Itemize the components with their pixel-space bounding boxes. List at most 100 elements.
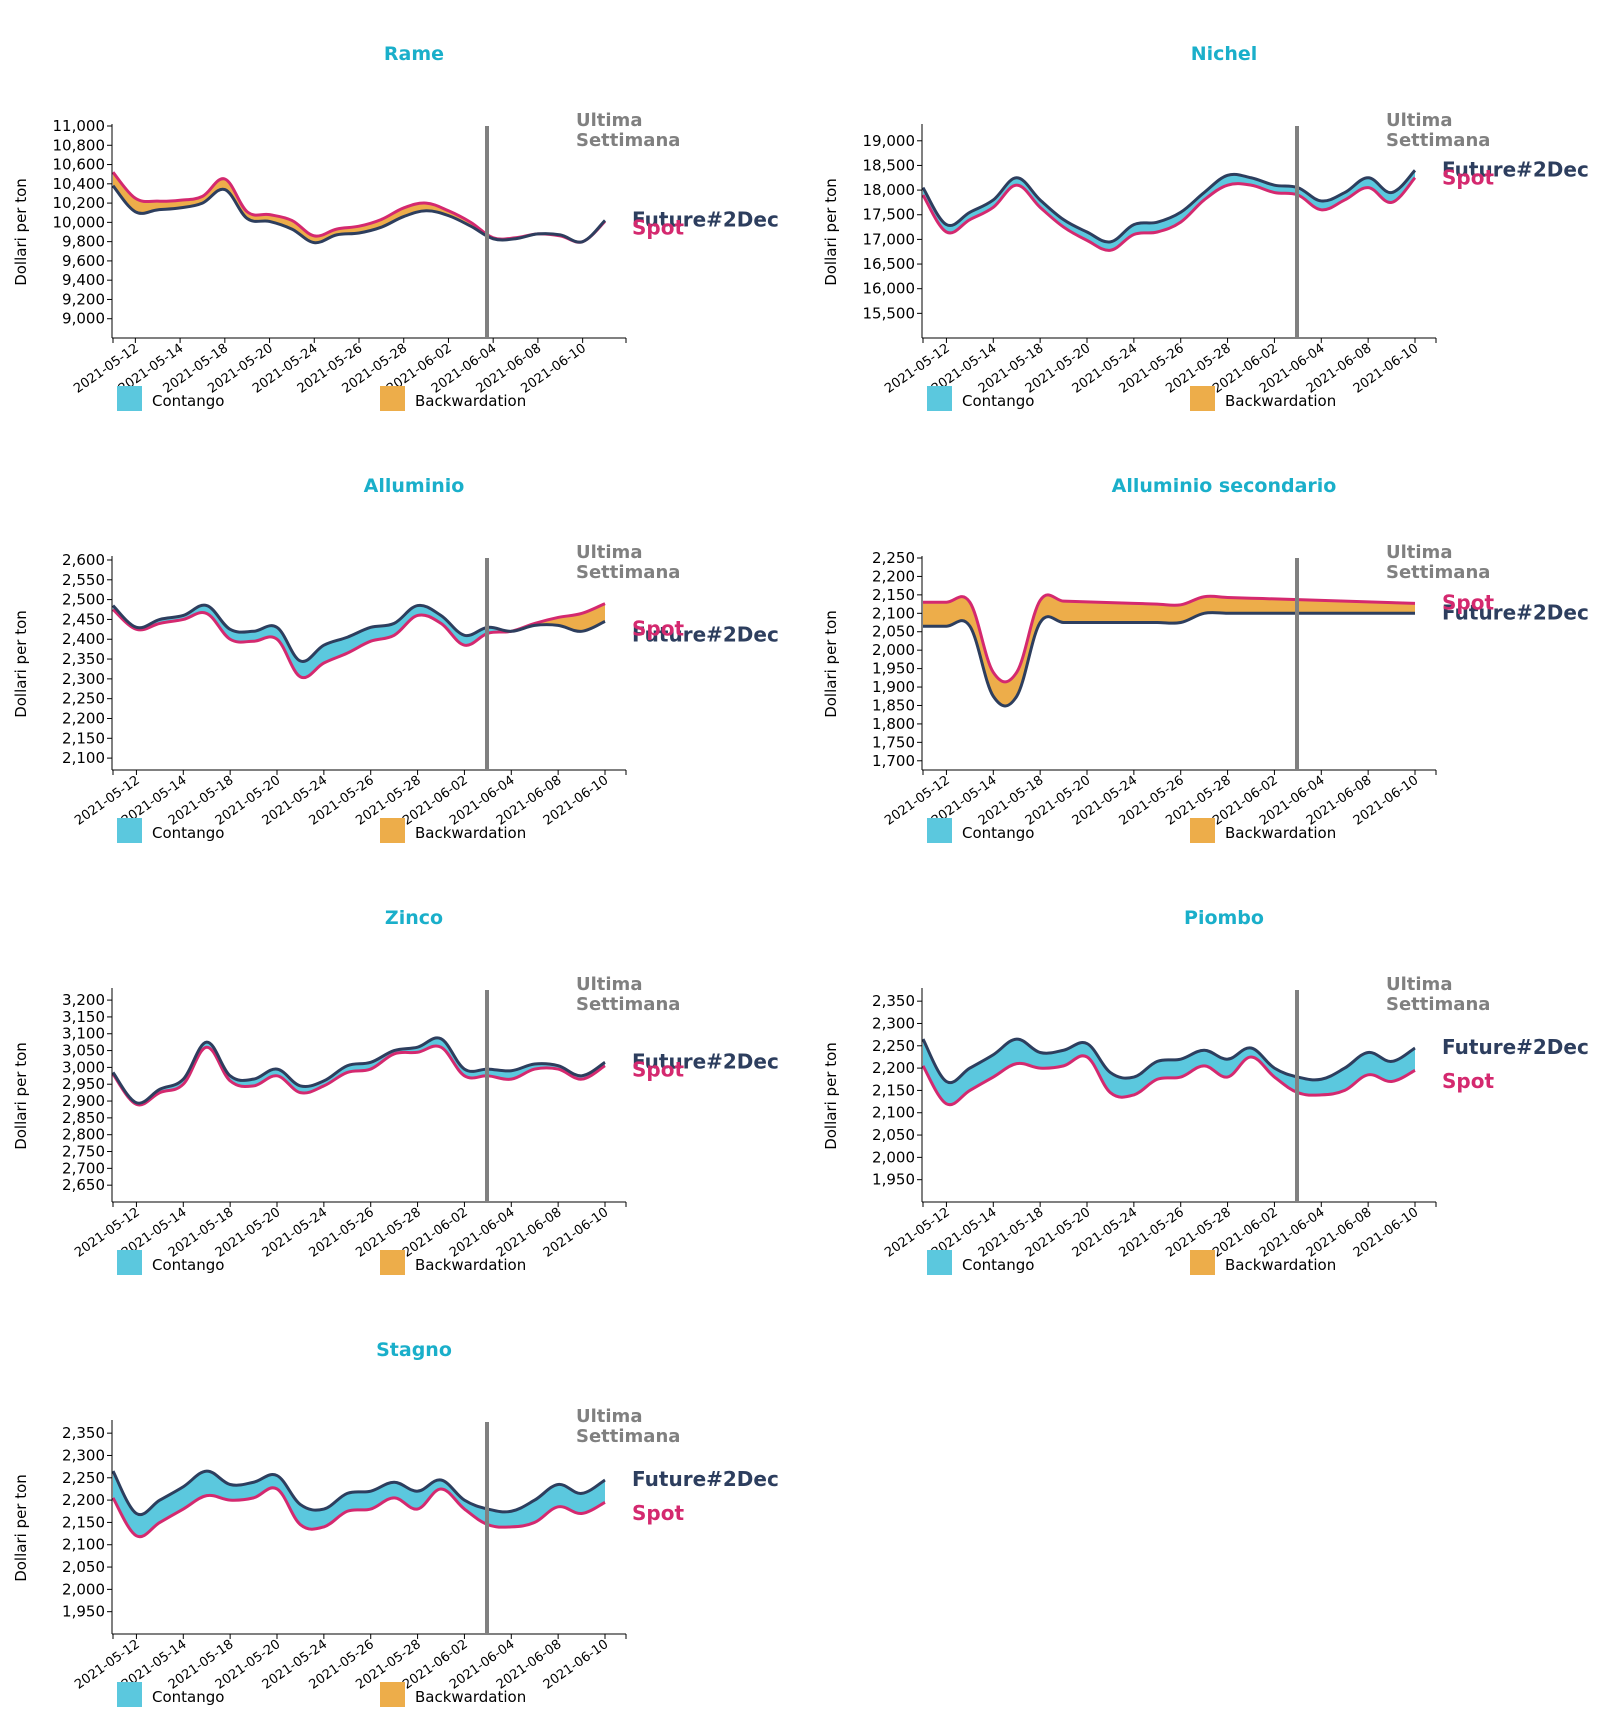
y-tick-label: 2,100	[872, 1104, 915, 1122]
future-line	[111, 1036, 606, 1105]
y-tick-label: 2,650	[62, 1176, 105, 1194]
y-tick-label: 2,350	[872, 992, 915, 1010]
y-tick-label: 2,100	[62, 1536, 105, 1554]
y-tick-label: 2,200	[62, 1491, 105, 1509]
legend-contango-label: Contango	[962, 824, 1034, 842]
last-week-label-line1: Ultima	[1386, 542, 1452, 563]
y-tick-label: 9,600	[62, 252, 105, 270]
future-end-label: Future#2Dec	[632, 1049, 779, 1073]
spot-line	[111, 1486, 606, 1539]
future-end-label: Future#2Dec	[632, 622, 779, 646]
legend-backwardation-swatch	[1190, 818, 1215, 843]
y-tick-label: 1,800	[872, 715, 915, 733]
last-week-label-line2: Settimana	[576, 562, 680, 583]
legend-backwardation-swatch	[380, 1682, 405, 1707]
chart-title: Alluminio secondario	[1112, 475, 1337, 497]
chart-panel-1: Nichel Dollari per ton 15,500 16,000 16,500 1…	[822, 43, 1589, 411]
contango-area	[113, 603, 605, 678]
y-tick-label: 10,600	[53, 156, 106, 174]
y-tick-label: 11,000	[53, 117, 106, 135]
y-tick-label: 1,850	[872, 696, 915, 714]
y-tick-label: 2,950	[62, 1075, 105, 1093]
chart-panel-0: Rame Dollari per ton 9,000 9,2009,4009,6009…	[12, 43, 779, 411]
last-week-label-line2: Settimana	[576, 994, 680, 1015]
y-tick-label: 1,950	[62, 1603, 105, 1621]
y-tick-label: 2,300	[872, 1014, 915, 1032]
future-end-label: Future#2Dec	[1442, 157, 1589, 181]
legend-contango-swatch	[117, 1682, 142, 1707]
y-tick-label: 2,550	[62, 571, 105, 589]
backwardation-area	[923, 594, 1415, 706]
y-tick-label: 2,150	[872, 586, 915, 604]
legend-contango-swatch	[117, 818, 142, 843]
y-tick-label: 9,200	[62, 290, 105, 308]
last-week-label-line1: Ultima	[576, 974, 642, 995]
y-tick-label: 2,350	[62, 650, 105, 668]
y-tick-label: 2,800	[62, 1126, 105, 1144]
legend-contango-label: Contango	[962, 1256, 1034, 1274]
legend-contango-label: Contango	[152, 1256, 224, 1274]
y-tick-label: 2,000	[872, 641, 915, 659]
legend-contango-swatch	[927, 386, 952, 411]
y-axis-label: Dollari per ton	[822, 178, 840, 286]
y-tick-label: 2,400	[62, 630, 105, 648]
y-tick-label: 2,200	[872, 567, 915, 585]
spot-line	[921, 176, 1417, 252]
y-tick-label: 2,300	[62, 1446, 105, 1464]
y-tick-label: 1,950	[872, 660, 915, 678]
y-tick-label: 17,000	[863, 230, 916, 248]
chart-panel-5: Piombo Dollari per ton 1,950 2,000 2,050 2,10…	[822, 907, 1589, 1275]
legend-contango-swatch	[927, 1250, 952, 1275]
chart-title: Stagno	[376, 1339, 452, 1361]
y-tick-label: 2,000	[62, 1580, 105, 1598]
future-line	[111, 184, 607, 245]
y-tick-label: 18,500	[863, 156, 916, 174]
chart-title: Rame	[384, 43, 444, 65]
y-tick-label: 2,700	[62, 1159, 105, 1177]
future-line	[923, 611, 1415, 708]
y-tick-label: 1,750	[872, 733, 915, 751]
last-week-label-line1: Ultima	[576, 542, 642, 563]
y-tick-label: 2,150	[62, 1513, 105, 1531]
y-tick-label: 2,600	[62, 551, 105, 569]
legend-backwardation-label: Backwardation	[1225, 392, 1336, 410]
chart-panel-4: Zinco Dollari per ton 2,6502,7002,7502,800…	[12, 907, 779, 1275]
last-week-label-line1: Ultima	[576, 110, 642, 131]
y-axis-label: Dollari per ton	[12, 1474, 30, 1582]
legend-contango-swatch	[927, 818, 952, 843]
y-tick-label: 2,850	[62, 1109, 105, 1127]
spot-end-label: Spot	[632, 1057, 684, 1081]
y-tick-label: 2,100	[872, 604, 915, 622]
y-tick-label: 10,800	[53, 136, 106, 154]
y-tick-label: 2,500	[62, 591, 105, 609]
y-tick-label: 10,200	[53, 194, 106, 212]
y-tick-label: 2,900	[62, 1092, 105, 1110]
y-tick-label: 2,050	[872, 1126, 915, 1144]
y-tick-label: 9,000	[62, 310, 105, 328]
y-tick-label: 19,000	[863, 132, 916, 150]
y-tick-label: 1,700	[872, 752, 915, 770]
y-tick-label: 2,450	[62, 610, 105, 628]
last-week-label-line2: Settimana	[576, 130, 680, 151]
legend-backwardation-label: Backwardation	[415, 392, 526, 410]
last-week-label-line2: Settimana	[1386, 130, 1490, 151]
chart-title: Alluminio	[364, 475, 465, 497]
chart-panel-6: Stagno Dollari per ton 1,950 2,000 2,050 2,10…	[12, 1339, 779, 1707]
spot-end-label: Spot	[1442, 1069, 1494, 1093]
legend-contango-label: Contango	[152, 824, 224, 842]
legend-contango-label: Contango	[152, 392, 224, 410]
legend-backwardation-swatch	[380, 386, 405, 411]
y-tick-label: 2,200	[872, 1059, 915, 1077]
y-tick-label: 2,250	[62, 1469, 105, 1487]
y-tick-label: 2,050	[872, 623, 915, 641]
y-tick-label: 1,950	[872, 1171, 915, 1189]
spot-line	[923, 593, 1416, 684]
legend-backwardation-swatch	[380, 1250, 405, 1275]
y-tick-label: 2,750	[62, 1143, 105, 1161]
legend-backwardation-swatch	[1190, 386, 1215, 411]
future-line	[921, 169, 1417, 244]
legend-backwardation-label: Backwardation	[415, 1256, 526, 1274]
contango-area	[923, 170, 1415, 251]
